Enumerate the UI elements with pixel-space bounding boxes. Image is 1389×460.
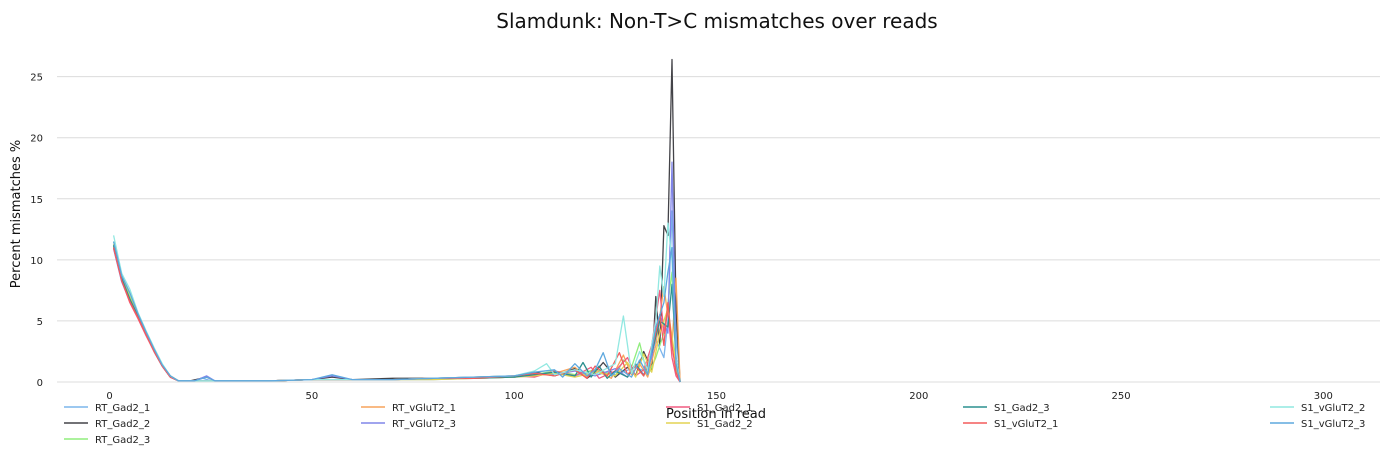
series-line-s1-gad2-2[interactable] <box>112 243 681 383</box>
series-line-s1-gad2-1[interactable] <box>112 247 681 383</box>
legend-label[interactable]: S1_Gad2_1 <box>697 403 753 414</box>
y-tick-label: 10 <box>30 256 43 267</box>
series-line-s1-vglut2-3[interactable] <box>112 241 681 383</box>
legend-label[interactable]: S1_Gad2_3 <box>994 403 1050 414</box>
x-tick-label: 0 <box>106 391 112 402</box>
legend-label[interactable]: RT_vGluT2_1 <box>392 403 456 414</box>
series-line-s1-vglut2-1[interactable] <box>112 247 681 383</box>
x-tick-label: 100 <box>505 391 524 402</box>
x-tick-label: 150 <box>707 391 726 402</box>
series-line-s1-gad2-3[interactable] <box>112 245 681 383</box>
y-tick-label: 25 <box>30 73 43 84</box>
x-tick-label: 200 <box>909 391 928 402</box>
legend-label[interactable]: S1_vGluT2_1 <box>994 419 1058 430</box>
series-line-rt-vglut2-3[interactable] <box>112 161 681 383</box>
legend-label[interactable]: RT_Gad2_1 <box>95 403 150 414</box>
x-tick-label: 300 <box>1314 391 1333 402</box>
y-tick-label: 15 <box>30 195 43 206</box>
legend-label[interactable]: RT_Gad2_3 <box>95 435 150 446</box>
x-tick-label: 250 <box>1112 391 1131 402</box>
y-tick-label: 20 <box>30 134 43 145</box>
series-line-rt-gad2-2[interactable] <box>112 58 681 383</box>
legend-label[interactable]: RT_Gad2_2 <box>95 419 150 430</box>
x-axis-title: Position in read <box>666 407 766 422</box>
legend-label[interactable]: S1_Gad2_2 <box>697 419 753 430</box>
series-line-rt-vglut2-1[interactable] <box>112 246 681 383</box>
series-line-s1-vglut2-2[interactable] <box>112 222 681 383</box>
y-tick-label: 5 <box>37 317 43 328</box>
legend-label[interactable]: S1_vGluT2_3 <box>1301 419 1365 430</box>
x-tick-label: 50 <box>306 391 319 402</box>
legend: RT_Gad2_1 RT_Gad2_2 RT_Gad2_3 RT_vGluT2_1 RT… <box>64 403 1365 446</box>
legend-label[interactable]: RT_vGluT2_3 <box>392 419 456 430</box>
grid-lines <box>57 76 1380 383</box>
series-line-rt-gad2-1[interactable] <box>112 210 681 383</box>
series-lines <box>112 58 681 383</box>
x-axis-ticks: 0 50 100 150 200 250 300 <box>106 391 1332 402</box>
series-line-rt-gad2-3[interactable] <box>112 241 681 383</box>
y-axis-ticks: 0 5 10 15 20 25 <box>30 73 43 389</box>
legend-label[interactable]: S1_vGluT2_2 <box>1301 403 1365 414</box>
y-axis-title: Percent mismatches % <box>9 140 24 288</box>
chart-title: Slamdunk: Non-T>C mismatches over reads <box>496 9 937 33</box>
y-tick-label: 0 <box>37 378 43 389</box>
